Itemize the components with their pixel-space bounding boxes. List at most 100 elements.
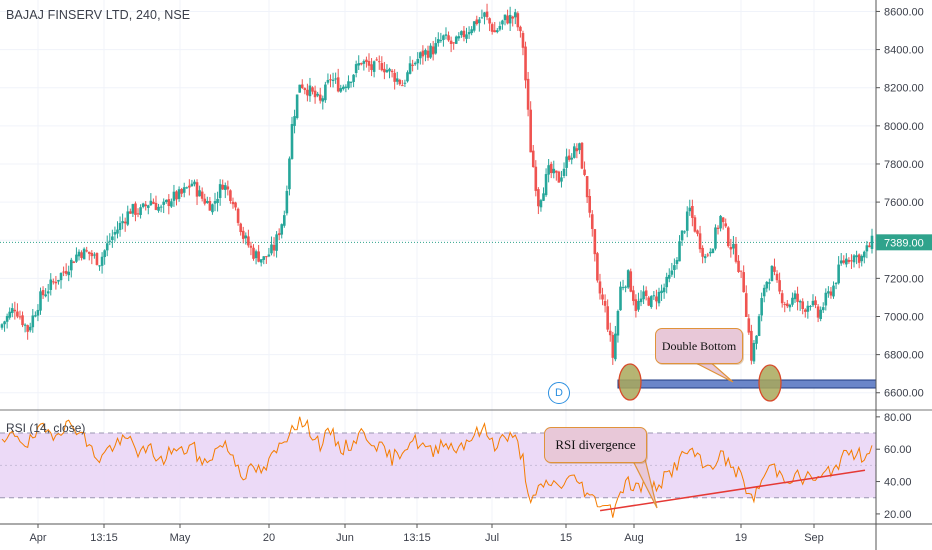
time-tick-label: 13:15 (403, 532, 431, 544)
rsi-tick-label: 40.00 (884, 477, 912, 489)
candle (265, 255, 268, 264)
candle (834, 282, 838, 290)
candle (719, 214, 722, 232)
candle (786, 300, 789, 309)
candle (198, 185, 201, 197)
candle (837, 256, 840, 285)
candle (39, 287, 42, 315)
candle (62, 266, 65, 277)
candle (678, 235, 681, 262)
candle (82, 247, 86, 260)
candle-series (0, 3, 874, 365)
candle (318, 87, 322, 104)
time-axis: Apr 13:15 May 20 Jun 13:15 Jul 15 Aug 19 Sep (29, 524, 824, 544)
candle (498, 21, 502, 32)
candle (280, 223, 284, 239)
price-tick-label: 8600.00 (884, 6, 924, 18)
candle (136, 208, 140, 218)
candle (188, 179, 191, 196)
candle (667, 268, 671, 283)
candle (683, 230, 686, 234)
candle (134, 201, 137, 222)
candle (778, 272, 781, 295)
candle (747, 314, 751, 335)
candle (580, 142, 584, 170)
candle (185, 186, 189, 189)
time-tick-label: 20 (263, 532, 275, 544)
support-zone (617, 379, 877, 389)
candle (111, 229, 114, 248)
candle (259, 259, 263, 267)
candle (383, 61, 386, 80)
rsi-tick-label: 60.00 (884, 444, 912, 456)
candle (221, 179, 225, 190)
candle (460, 30, 463, 38)
price-tick-label: 7600.00 (884, 197, 924, 209)
candle (693, 215, 697, 233)
time-tick-label: Jun (336, 532, 354, 544)
candle (639, 290, 643, 307)
candle (806, 300, 810, 319)
candle (75, 247, 78, 263)
candle (632, 285, 635, 306)
rsi-divergence-callout: RSI divergence (544, 427, 647, 463)
candle (398, 78, 402, 86)
candle (23, 323, 27, 333)
candle (167, 194, 171, 215)
candle (126, 205, 130, 227)
candle (534, 160, 538, 197)
candle (662, 283, 666, 299)
candle (480, 9, 484, 19)
candle (544, 168, 548, 197)
candle (703, 253, 707, 264)
candle (488, 17, 491, 32)
candle (388, 67, 391, 79)
candle (5, 313, 9, 329)
candle (557, 170, 561, 183)
candle (701, 245, 704, 264)
dividend-marker[interactable]: D (548, 382, 570, 404)
candle (775, 270, 779, 283)
candle (555, 170, 558, 181)
candle (549, 161, 553, 179)
candle (616, 309, 620, 343)
candle (762, 284, 766, 303)
candle (842, 255, 846, 265)
rsi-axis: 20.00 40.00 60.00 80.00 (876, 412, 912, 521)
candle (10, 303, 14, 318)
candle (508, 6, 512, 31)
candle (706, 252, 710, 258)
candle (573, 143, 576, 159)
candle (634, 294, 638, 318)
candle (578, 142, 581, 155)
rsi-tick-label: 20.00 (884, 509, 912, 521)
candle (452, 42, 455, 50)
double-bottom-callout: Double Bottom (655, 328, 743, 364)
candle (293, 109, 296, 134)
candle (721, 217, 725, 230)
candle (465, 27, 468, 44)
candle (824, 288, 828, 311)
candle (177, 186, 181, 202)
candle (424, 48, 427, 62)
candle (847, 257, 851, 264)
candle (367, 53, 371, 72)
time-tick-label: May (170, 532, 191, 544)
candle (791, 292, 794, 307)
candle (223, 182, 227, 199)
rsi-tick-label: 80.00 (884, 412, 912, 424)
candle (593, 228, 597, 262)
candle (344, 84, 348, 93)
candle (31, 308, 35, 333)
candle (570, 153, 574, 165)
candle (629, 268, 633, 293)
candle (131, 203, 135, 218)
candle (490, 22, 494, 35)
candle (129, 208, 132, 214)
candle (267, 247, 271, 258)
candle (95, 252, 99, 266)
candle (737, 255, 740, 273)
candle (688, 199, 692, 216)
candle (665, 272, 668, 294)
